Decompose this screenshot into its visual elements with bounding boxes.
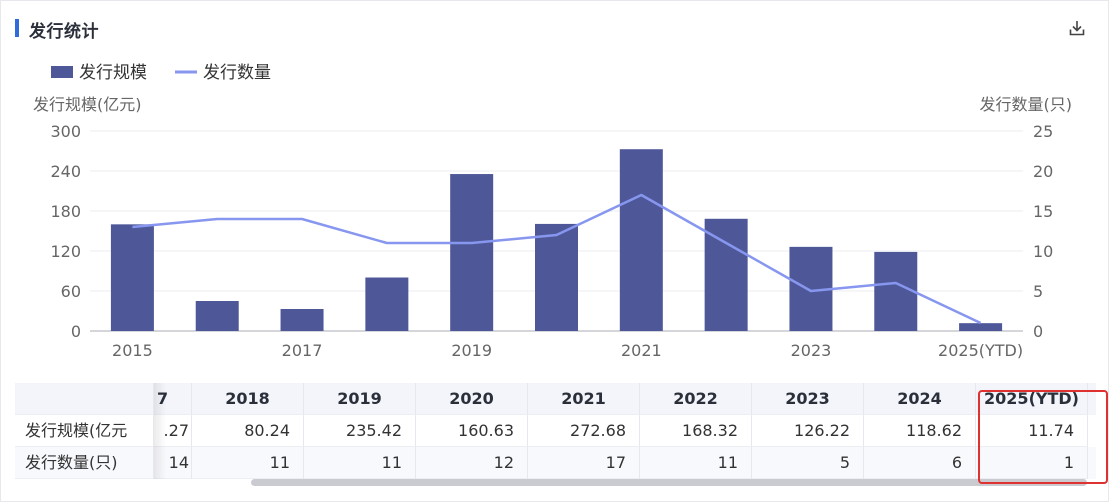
table-cell: 1 xyxy=(976,447,1088,479)
row-label-count: 发行数量(只) xyxy=(15,447,154,479)
partial-cell-scale: .27 xyxy=(154,415,192,447)
bar-2019[interactable] xyxy=(450,174,494,331)
left-tick-label: 180 xyxy=(50,202,81,221)
right-tick-label: 0 xyxy=(1033,322,1043,341)
bar-2018[interactable] xyxy=(365,277,409,331)
right-tick-label: 5 xyxy=(1033,282,1043,301)
table-cell: 11 xyxy=(640,447,752,479)
header-year-2020: 2020 xyxy=(416,383,528,415)
legend-bar-swatch xyxy=(51,66,73,78)
header-corner xyxy=(15,383,154,415)
x-tick-label: 2017 xyxy=(282,341,323,360)
table-header-row: 7 2018 2019 2020 2021 2022 2023 2024 2025(YTD) xyxy=(15,383,1096,415)
bar-2017[interactable] xyxy=(280,309,324,331)
table-cell: 6 xyxy=(864,447,976,479)
left-axis-title: 发行规模(亿元) xyxy=(33,95,142,114)
header-year-2022: 2022 xyxy=(640,383,752,415)
legend-label-scale[interactable]: 发行规模 xyxy=(79,63,147,83)
legend-label-count[interactable]: 发行数量 xyxy=(203,63,271,83)
row-label-scale: 发行规模(亿元 xyxy=(15,415,154,447)
table-cell: 160.63 xyxy=(416,415,528,447)
partial-cell-count: 14 xyxy=(154,447,192,479)
right-tick-label: 20 xyxy=(1033,162,1053,181)
right-tick-label: 10 xyxy=(1033,242,1053,261)
legend: 发行规模 发行数量 xyxy=(51,63,271,83)
table-cell: 235.42 xyxy=(304,415,416,447)
left-tick-label: 0 xyxy=(71,322,81,341)
title-accent-bar xyxy=(15,19,19,37)
x-tick-label: 2021 xyxy=(621,341,662,360)
left-tick-label: 60 xyxy=(61,282,81,301)
right-axis-title: 发行数量(只) xyxy=(980,95,1073,114)
bar-2025(YTD)[interactable] xyxy=(959,323,1003,331)
x-tick-label: 2019 xyxy=(451,341,492,360)
table-cell: 118.62 xyxy=(864,415,976,447)
line-series-count[interactable] xyxy=(132,193,982,325)
right-tick-label: 25 xyxy=(1033,122,1053,141)
header-year-2021: 2021 xyxy=(528,383,640,415)
bar-2020[interactable] xyxy=(535,223,578,331)
table-cell: 272.68 xyxy=(528,415,640,447)
left-tick-label: 120 xyxy=(50,242,81,261)
x-tick-label: 2025(YTD) xyxy=(938,341,1023,360)
table-horizontal-scrollbar[interactable] xyxy=(251,479,1087,486)
bar-2016[interactable] xyxy=(195,301,239,331)
header-partial-year: 7 xyxy=(154,383,192,415)
table-cell: 12 xyxy=(416,447,528,479)
panel-title: 发行统计 xyxy=(29,22,99,42)
table-cell: 80.24 xyxy=(192,415,304,447)
header-year-2025(YTD): 2025(YTD) xyxy=(976,383,1088,415)
left-tick-label: 240 xyxy=(50,162,81,181)
bar-2022[interactable] xyxy=(704,218,748,331)
table-cell: 126.22 xyxy=(752,415,864,447)
bar-2024[interactable] xyxy=(874,251,918,331)
header-year-2019: 2019 xyxy=(304,383,416,415)
header-year-2024: 2024 xyxy=(864,383,976,415)
table-cell: 11.74 xyxy=(976,415,1088,447)
table-cell: 17 xyxy=(528,447,640,479)
download-icon[interactable] xyxy=(1068,19,1086,37)
bar-2015[interactable] xyxy=(110,224,154,331)
bar-2021[interactable] xyxy=(619,149,663,331)
chart-area: 发行规模 发行数量 发行规模(亿元) 发行数量(只) 0 60 120 180 240 3… xyxy=(33,63,1073,360)
x-tick-label: 2023 xyxy=(791,341,832,360)
table-cell: 11 xyxy=(192,447,304,479)
table-row: 发行数量(只) 14 11 11 12 17 11 5 6 1 xyxy=(15,447,1096,479)
data-table: 7 2018 2019 2020 2021 2022 2023 2024 2025(YTD) … xyxy=(15,383,1096,479)
table-cell: 11 xyxy=(304,447,416,479)
table-row: 发行规模(亿元 .27 80.24 235.42 160.63 272.68 168.3… xyxy=(15,415,1096,447)
header-year-2018: 2018 xyxy=(192,383,304,415)
header-year-2023: 2023 xyxy=(752,383,864,415)
table-cell: 5 xyxy=(752,447,864,479)
table-cell: 168.32 xyxy=(640,415,752,447)
left-tick-label: 300 xyxy=(50,122,81,141)
x-tick-label: 2015 xyxy=(112,341,153,360)
right-tick-label: 15 xyxy=(1033,202,1053,221)
